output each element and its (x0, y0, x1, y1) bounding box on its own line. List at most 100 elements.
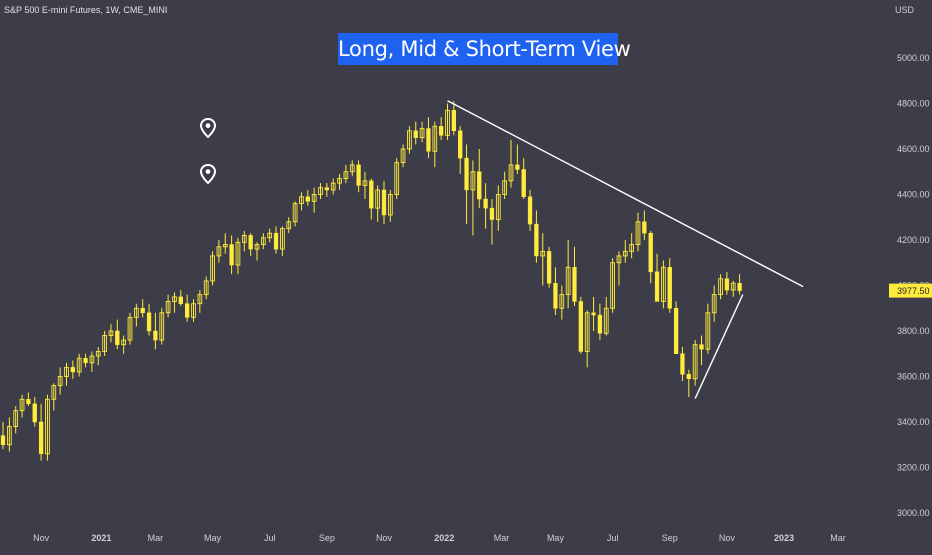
time-tick-label: Mar (494, 533, 510, 543)
candle (6, 417, 12, 452)
candle-body-up (540, 250, 546, 257)
candle-body-up (419, 128, 425, 139)
trendline (447, 100, 804, 288)
price-tick-label: 4400.00 (897, 190, 930, 200)
last-price-label: 3977.50 (897, 286, 930, 296)
candle-body-up (337, 178, 342, 184)
location-pin-icon[interactable] (199, 117, 217, 139)
candle-body-up (445, 109, 450, 136)
time-tick-label: 2021 (91, 533, 111, 543)
candle (394, 158, 400, 200)
candle (153, 312, 158, 350)
candle (292, 201, 298, 227)
price-tick-label: 3600.00 (897, 372, 930, 382)
candle (616, 251, 622, 286)
candle-body-up (121, 339, 126, 346)
candle-body-up (584, 312, 590, 352)
candle-body-up (165, 300, 171, 314)
candle-body-up (127, 316, 133, 341)
price-tick-label: 4800.00 (897, 99, 930, 109)
location-pin-icon[interactable] (199, 163, 217, 185)
candle-body-down (229, 244, 234, 266)
candle-body-up (261, 237, 266, 246)
candle (261, 233, 266, 250)
candle (121, 335, 126, 354)
time-tick-label: Sep (662, 533, 678, 543)
candle-body-up (616, 255, 622, 264)
time-tick-label: Nov (719, 533, 736, 543)
last-price-tag (889, 283, 932, 298)
candle (318, 183, 323, 200)
candle-body-up (311, 194, 317, 202)
candle-body-up (432, 125, 438, 152)
candle (489, 199, 495, 245)
candle-body-down (673, 308, 679, 354)
candle-body-down (146, 312, 152, 332)
candle-body-up (705, 312, 711, 350)
candle-body-down (686, 373, 691, 380)
candle (477, 149, 482, 209)
candle-body-up (661, 266, 666, 302)
price-tick-label: 3200.00 (897, 463, 930, 473)
candle-body-up (222, 244, 228, 248)
candle (464, 144, 469, 225)
candle-body-up (629, 244, 634, 252)
price-tick-label: 3800.00 (897, 326, 930, 336)
candle-body-down (521, 169, 526, 198)
candle-body-down (32, 403, 37, 423)
candle-body-up (133, 307, 139, 318)
candle (102, 331, 107, 357)
candle (470, 160, 476, 236)
candle-body-up (45, 398, 50, 455)
candle-body-down (515, 164, 520, 170)
candle (178, 290, 183, 306)
candle (667, 258, 672, 313)
candle (546, 246, 552, 288)
candle (115, 319, 120, 350)
candle (95, 346, 101, 366)
candle-body-up (388, 194, 393, 216)
candle-body-up (95, 351, 101, 357)
candle-body-down (597, 314, 603, 334)
candle-body-up (349, 164, 355, 173)
candle (362, 171, 368, 200)
candle (673, 301, 679, 354)
candle-body-down (546, 251, 552, 284)
candle (305, 189, 310, 206)
candle (388, 189, 393, 222)
candle (527, 189, 533, 231)
candle-body-up (330, 182, 336, 191)
candle (445, 103, 450, 140)
candle-body-up (108, 330, 114, 336)
candle-body-down (680, 353, 685, 375)
candle-body-down (178, 296, 183, 304)
chart-title-banner[interactable]: Long, Mid & Short-Term View (338, 33, 631, 65)
candle-body-down (185, 303, 190, 318)
candle (642, 210, 647, 240)
candle-body-up (19, 398, 25, 412)
candle (413, 121, 418, 145)
candle (76, 353, 82, 377)
candle-body-up (394, 162, 400, 195)
candle (330, 178, 336, 195)
candle (610, 258, 615, 313)
candle-body-down (248, 235, 253, 250)
candle (222, 233, 228, 254)
candle-body-down (70, 367, 75, 373)
candle (451, 101, 457, 136)
candle-body-down (140, 308, 145, 314)
candle-body-up (508, 164, 514, 182)
candle-body-down (483, 198, 488, 209)
candle-body-up (470, 171, 476, 191)
currency-label: USD (895, 5, 915, 15)
candle-body-up (718, 278, 723, 296)
time-tick-label: May (547, 533, 565, 543)
time-tick-label: Mar (148, 533, 164, 543)
candle (172, 292, 177, 313)
candle-body-down (305, 196, 310, 202)
candle (286, 217, 292, 234)
candles-layer (0, 101, 742, 461)
candle-body-up (64, 366, 69, 377)
